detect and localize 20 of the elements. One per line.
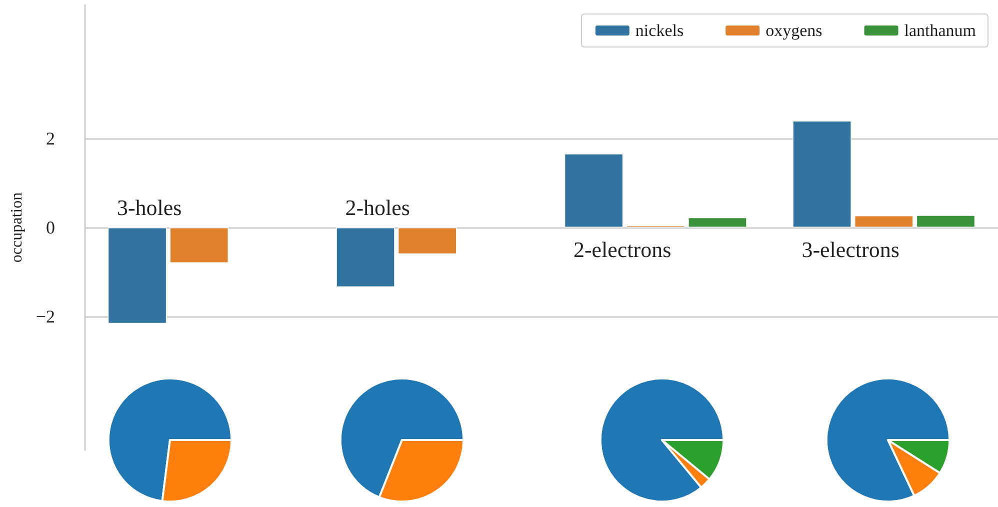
y-tick-label: −2 (36, 306, 55, 326)
bar (108, 228, 167, 324)
bar (688, 217, 747, 228)
bar (564, 154, 624, 228)
y-tick-label: 0 (46, 218, 55, 238)
legend-label: oxygens (766, 21, 822, 40)
bar (792, 120, 852, 228)
bar (170, 228, 229, 264)
y-tick-label: 2 (46, 128, 55, 148)
bar (336, 228, 395, 288)
bar (916, 215, 976, 228)
bar (854, 215, 914, 228)
annotation: 2-electrons (573, 237, 672, 262)
legend-label: nickels (635, 21, 684, 40)
annotation: 3-electrons (802, 237, 900, 262)
bar (398, 228, 457, 254)
legend-label: lanthanum (904, 21, 976, 40)
annotation: 2-holes (345, 195, 410, 220)
y-axis-title: occupation (8, 192, 26, 263)
annotation: 3-holes (116, 195, 182, 220)
